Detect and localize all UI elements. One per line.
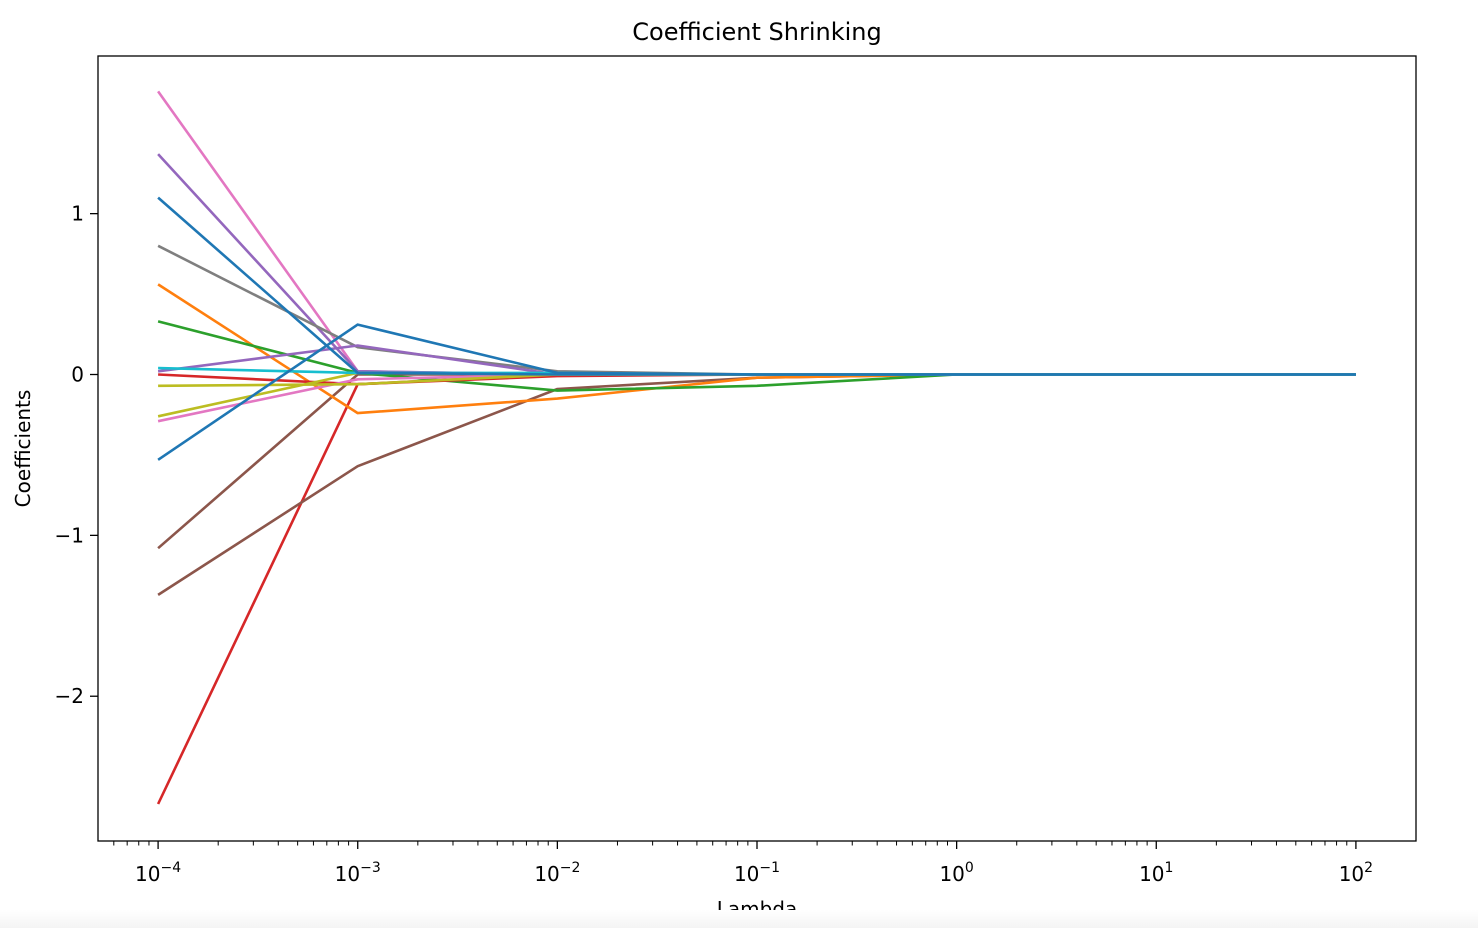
series-line-2 — [157, 373, 1356, 596]
x-tick-label: 10−2 — [534, 860, 580, 886]
x-tick-label: 10−1 — [734, 860, 780, 886]
x-tick-label: 10−3 — [335, 860, 381, 886]
x-tick-label: 101 — [1139, 860, 1173, 886]
x-tick-label: 102 — [1339, 860, 1373, 886]
y-axis-label: Coefficients — [11, 390, 35, 508]
y-tick-label: −2 — [55, 684, 84, 708]
series-layer — [156, 90, 1356, 805]
y-tick-label: −1 — [55, 523, 84, 547]
x-tick-label: 10−4 — [135, 860, 181, 886]
y-tick-label: 1 — [71, 202, 84, 226]
series-line-16 — [157, 323, 1356, 461]
y-axis-ticks: 1 0 −1 −2 — [55, 202, 98, 708]
series-line-11 — [157, 373, 1356, 423]
series-line-4 — [157, 90, 1356, 376]
bottom-fade — [0, 910, 1478, 928]
series-line-12 — [157, 371, 1356, 418]
series-line-1 — [156, 373, 1356, 805]
chart-title: Coefficient Shrinking — [632, 18, 882, 46]
y-tick-label: 0 — [71, 363, 84, 387]
x-axis-ticks: 10−4 10−3 10−2 10−1 100 101 102 — [113, 841, 1373, 886]
axes-frame — [97, 55, 1417, 842]
x-tick-label: 100 — [939, 860, 973, 886]
